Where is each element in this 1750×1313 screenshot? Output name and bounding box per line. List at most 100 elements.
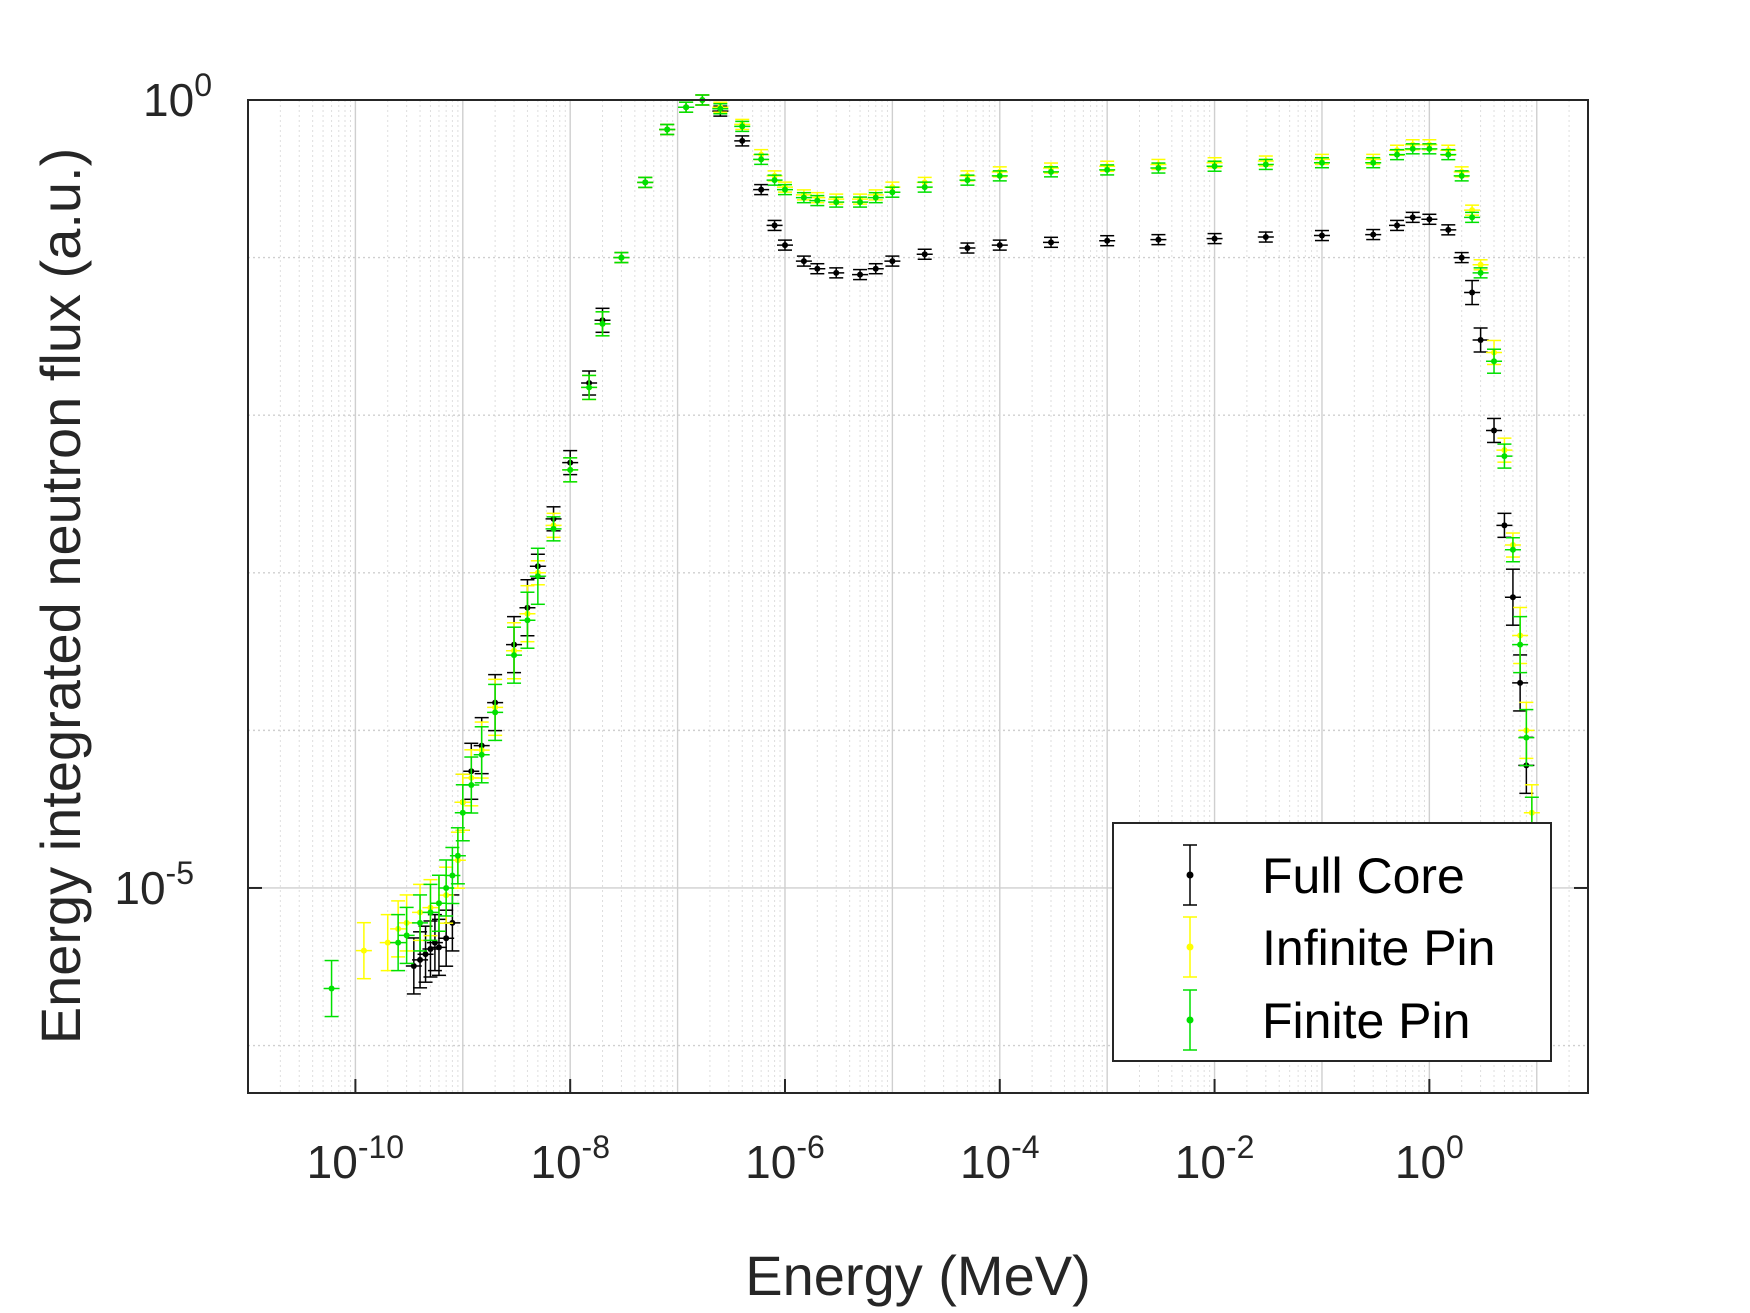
data-point [717, 105, 724, 112]
data-point [443, 935, 450, 942]
legend-marker-dot [1186, 1016, 1194, 1024]
data-point [857, 271, 864, 278]
data-point [422, 951, 429, 958]
data-point [1104, 166, 1111, 173]
data-point [921, 184, 928, 191]
data-point [1211, 163, 1218, 170]
data-point [478, 751, 485, 758]
data-point [492, 709, 499, 716]
data-point [833, 199, 840, 206]
data-point [1501, 522, 1508, 529]
data-point [443, 884, 450, 891]
data-point [781, 242, 788, 249]
data-point [1318, 232, 1325, 239]
data-point [758, 186, 765, 193]
legend-entry: Finite Pin [1183, 989, 1470, 1051]
data-point [1262, 161, 1269, 168]
data-point [814, 265, 821, 272]
data-point [417, 956, 424, 963]
data-point [1262, 234, 1269, 241]
data-point [889, 189, 896, 196]
data-point [1491, 427, 1498, 434]
x-tick-label: 10-10 [307, 1129, 404, 1188]
data-point [800, 194, 807, 201]
data-point [664, 126, 671, 133]
legend-marker-dot [1186, 943, 1194, 951]
data-point [1394, 151, 1401, 158]
data-point [449, 872, 456, 879]
x-tick-label: 10-6 [745, 1129, 825, 1188]
data-point [857, 199, 864, 206]
y-axis-title: Energy integrated neutron flux (a.u.) [29, 148, 92, 1045]
data-point [567, 466, 574, 473]
x-tick-label: 10-8 [530, 1129, 610, 1188]
data-point [833, 269, 840, 276]
data-point [1211, 235, 1218, 242]
data-point [550, 525, 557, 532]
data-point [739, 137, 746, 144]
data-point [1477, 261, 1484, 268]
data-point [1394, 222, 1401, 229]
data-point [1445, 226, 1452, 233]
data-point [1458, 172, 1465, 179]
data-point [1509, 546, 1516, 553]
data-point [1155, 165, 1162, 172]
data-point [758, 156, 765, 163]
legend-entry: Full Core [1183, 844, 1465, 906]
data-point [1370, 159, 1377, 166]
legend-marker-dot [1186, 871, 1194, 879]
data-point [534, 573, 541, 580]
data-point [996, 242, 1003, 249]
data-point [1155, 236, 1162, 243]
data-point [328, 985, 335, 992]
data-point [395, 939, 402, 946]
legend-box [1112, 822, 1552, 1062]
data-point [1318, 159, 1325, 166]
data-point [771, 222, 778, 229]
data-point [427, 909, 434, 916]
data-point [781, 186, 788, 193]
legend-label: Infinite Pin [1262, 920, 1495, 976]
data-point [1409, 145, 1416, 152]
data-point [524, 617, 531, 624]
data-point [1469, 214, 1476, 221]
data-point [454, 852, 461, 859]
data-point [800, 258, 807, 265]
legend-label: Full Core [1262, 848, 1465, 904]
x-tick-label: 10-2 [1175, 1129, 1255, 1188]
data-point [1501, 453, 1508, 460]
data-point [586, 384, 593, 391]
data-point [739, 123, 746, 130]
data-point [511, 652, 518, 659]
data-point [1104, 237, 1111, 244]
axis-ticks: 10-10 10-8 10-6 10-4 10-2 100 10-5 100 [114, 67, 1588, 1188]
data-point [1409, 214, 1416, 221]
legend-label: Finite Pin [1262, 993, 1470, 1049]
data-point [1048, 239, 1055, 246]
x-axis-title: Energy (MeV) [745, 1244, 1090, 1307]
data-point [1477, 269, 1484, 276]
data-point [1048, 168, 1055, 175]
data-point [410, 962, 417, 969]
data-point [618, 254, 625, 261]
x-tick-label: 100 [1395, 1129, 1464, 1188]
data-point [872, 265, 879, 272]
plot-frame [247, 99, 1589, 1094]
data-point [642, 179, 649, 186]
data-point [599, 320, 606, 327]
data-point [771, 177, 778, 184]
y-tick-label: 100 [143, 67, 212, 126]
x-tick-label: 10-4 [960, 1129, 1040, 1188]
data-point [683, 104, 690, 111]
data-point [964, 177, 971, 184]
data-point [1469, 289, 1476, 296]
data-point [1370, 231, 1377, 238]
data-point [1458, 254, 1465, 261]
data-point [964, 245, 971, 252]
legend-entry: Infinite Pin [1183, 916, 1495, 978]
legend: Full Core Infinite Pin Finite Pin [1112, 822, 1552, 1062]
data-point [1517, 679, 1524, 686]
data-point [889, 258, 896, 265]
